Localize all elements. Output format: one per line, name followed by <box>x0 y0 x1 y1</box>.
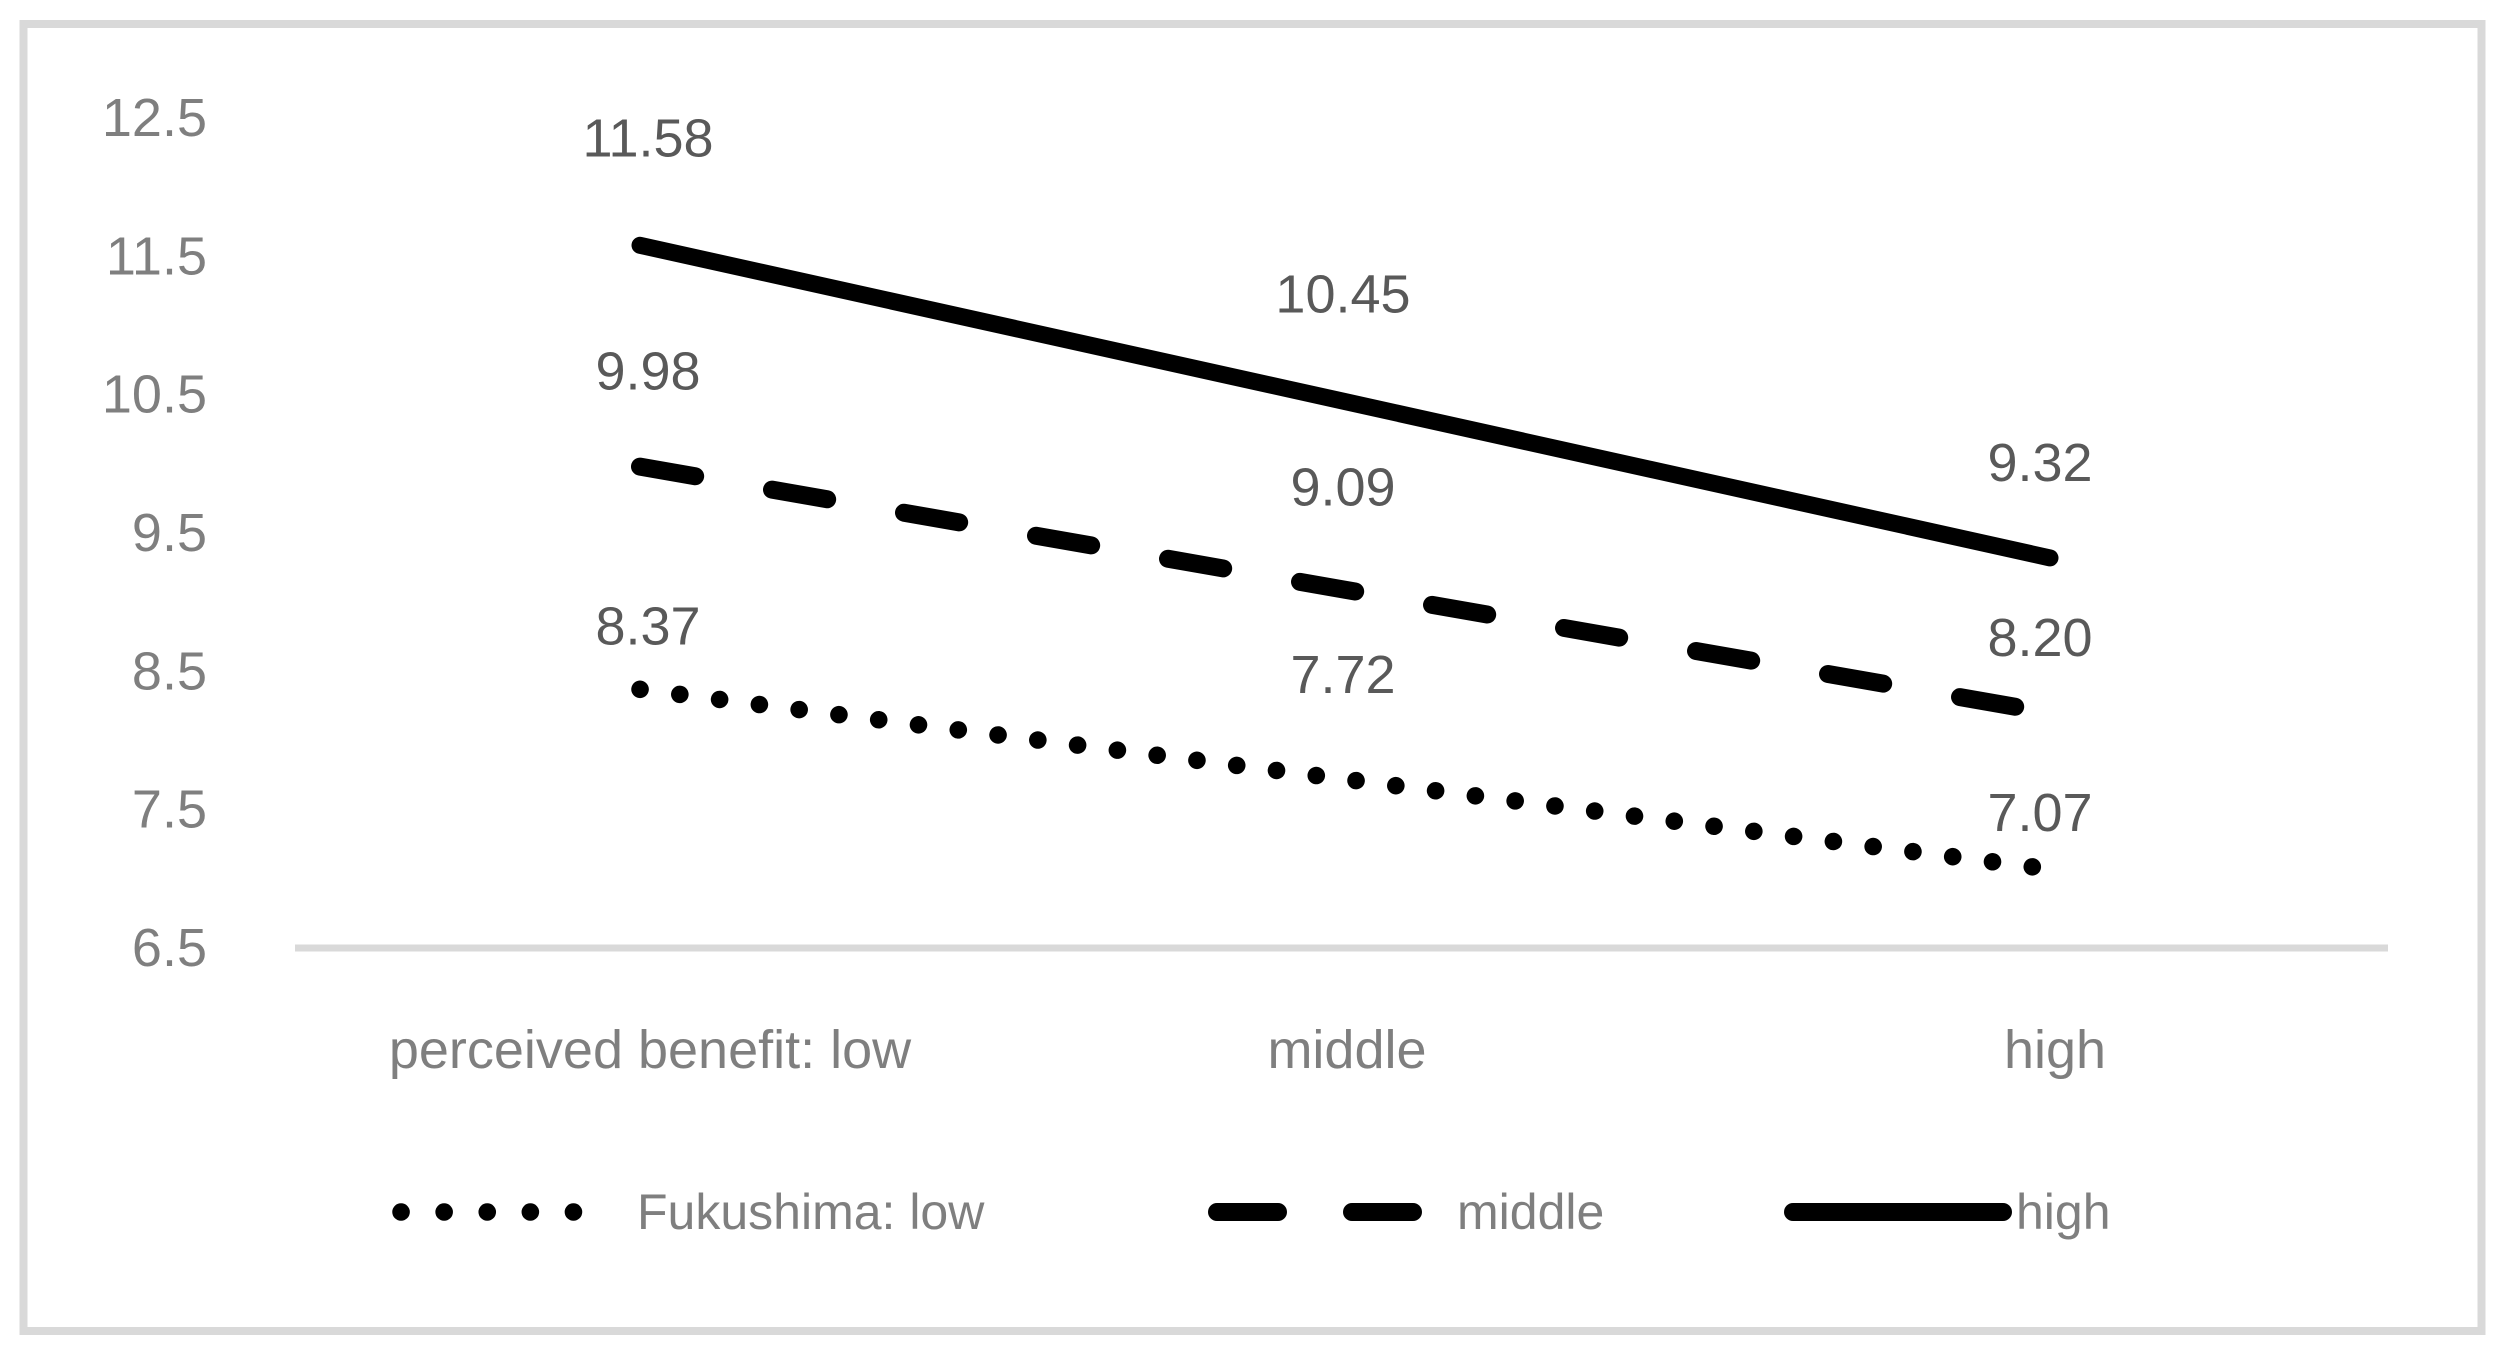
data-label: 7.07 <box>1987 783 2092 843</box>
data-label: 8.20 <box>1987 608 2092 668</box>
data-label: 8.37 <box>595 596 700 656</box>
y-axis-tick-label: 8.5 <box>132 641 207 701</box>
x-axis-category-label: perceived benefit: low <box>389 1020 912 1080</box>
data-label: 9.98 <box>595 342 700 402</box>
y-axis-tick-label: 12.5 <box>102 88 207 148</box>
data-label: 11.58 <box>582 108 713 168</box>
data-label: 10.45 <box>1275 265 1410 325</box>
series-line-dashed <box>631 457 2059 722</box>
legend-label: middle <box>1457 1184 1604 1240</box>
y-axis-tick-label: 6.5 <box>132 918 207 978</box>
x-axis-category-label: middle <box>1267 1020 1426 1080</box>
y-axis-tick-label: 10.5 <box>102 365 207 425</box>
legend-label: high <box>2016 1184 2111 1240</box>
series-line-dotted <box>631 680 2059 878</box>
data-label: 7.72 <box>1290 645 1395 705</box>
x-axis-category-label: high <box>2004 1020 2106 1080</box>
y-axis-tick-label: 9.5 <box>132 503 207 563</box>
y-axis-tick-label: 11.5 <box>106 226 207 286</box>
chart-root: 12.5 11.5 10.5 9.5 8.5 7.5 6.5 perceived benefi… <box>19 20 2486 1335</box>
legend-label: Fukushima: low <box>637 1184 985 1240</box>
chart-border <box>19 20 2486 1335</box>
series-line-solid <box>631 236 2059 567</box>
data-label: 9.32 <box>1987 433 2092 493</box>
data-label: 9.09 <box>1290 458 1395 518</box>
y-axis-tick-label: 7.5 <box>132 780 207 840</box>
